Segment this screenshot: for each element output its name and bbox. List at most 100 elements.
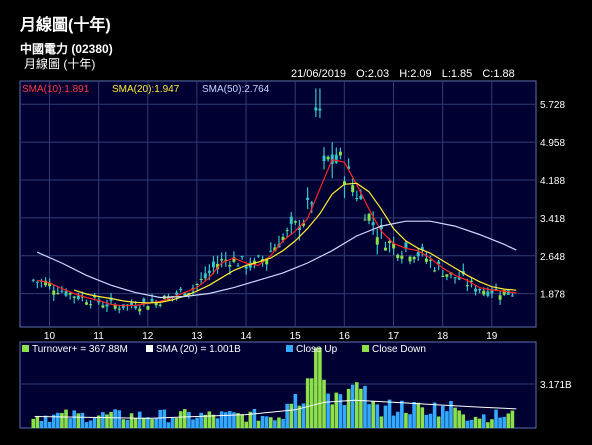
price-bar-body [48, 282, 52, 287]
volume-bar [154, 418, 158, 428]
volume-bar [35, 415, 40, 428]
volume-bar [338, 394, 343, 428]
price-bar-body [383, 247, 387, 251]
price-bar-body [457, 277, 461, 280]
ohlc-close: C:1.88 [482, 68, 515, 80]
price-bar-body [326, 156, 330, 160]
price-bar-body [93, 295, 97, 298]
price-bar-body [404, 242, 408, 249]
volume-bar [314, 347, 318, 428]
volume-bar [113, 409, 117, 428]
volume-bar [432, 402, 437, 428]
volume-bar [178, 411, 183, 428]
volume-bar [228, 411, 232, 428]
price-bar-body [285, 230, 289, 232]
y-tick-label: 2.648 [540, 252, 565, 263]
price-bar-body [138, 308, 142, 312]
volume-bar [490, 419, 494, 428]
price-bar-body [134, 306, 138, 309]
volume-bar [440, 405, 445, 428]
volume-bar [387, 399, 392, 428]
price-bar-body [469, 280, 473, 282]
price-bar-body [56, 293, 60, 295]
price-bar-body [453, 277, 457, 279]
volume-bar [391, 415, 396, 428]
volume-bar [334, 392, 339, 428]
volume-bar [187, 412, 191, 428]
volume-bar [305, 378, 310, 428]
price-bar-body [351, 185, 355, 193]
volume-bar [236, 413, 240, 428]
y-tick-label: 5.728 [540, 100, 565, 111]
price-bar-body [109, 297, 113, 301]
volume-bar [146, 417, 150, 428]
sma10-line [37, 159, 517, 307]
price-bar-body [502, 289, 506, 295]
volume-legend-2: SMA (20) = 1.001B [156, 344, 241, 355]
y-tick-label: 4.958 [540, 138, 565, 149]
price-bar-body [211, 261, 215, 268]
volume-bar [498, 417, 502, 428]
price-bar-body [465, 285, 469, 287]
volume-bar [166, 422, 171, 428]
ohlc-date: 21/06/2019 [291, 68, 347, 80]
volume-bar [219, 411, 224, 428]
volume-bar [109, 411, 113, 428]
volume-bar [408, 414, 412, 428]
price-bar-body [474, 288, 478, 292]
price-bar-body [105, 304, 109, 307]
price-bar-body [150, 298, 154, 302]
volume-bar [211, 414, 216, 428]
price-bar-body [248, 262, 252, 268]
price-panel [19, 80, 537, 328]
sma20-line [73, 182, 517, 304]
price-bar-body [166, 296, 170, 300]
price-bar-body [367, 213, 371, 221]
price-bar-body [318, 108, 322, 111]
price-bar-body [478, 289, 482, 291]
volume-bar [445, 411, 449, 428]
price-bar-body [338, 151, 342, 156]
volume-bar [39, 421, 44, 428]
volume-legend-swatch-2 [146, 345, 153, 352]
volume-bar [248, 411, 253, 428]
volume-bar [469, 419, 474, 428]
volume-bar [96, 415, 101, 428]
volume-legend-1: Turnover+ = 367.88M [32, 344, 128, 355]
x-tick-label: 15 [290, 331, 302, 342]
volume-bar [326, 393, 330, 428]
volume-legend-4: Close Down [372, 344, 426, 355]
volume-bar [473, 416, 478, 428]
sma-legend-2: SMA(20):1.947 [112, 84, 180, 95]
price-bar-body [31, 279, 35, 281]
volume-legend-swatch-3 [286, 345, 293, 352]
price-bar-body [224, 259, 228, 261]
price-bar-body [437, 261, 441, 264]
volume-bar [84, 422, 89, 428]
stock-name: 中國電力 (02380) [20, 42, 113, 56]
price-bar-body [441, 275, 445, 277]
volume-bar [416, 402, 421, 428]
x-tick-label: 10 [44, 331, 56, 342]
volume-bar [240, 414, 244, 428]
volume-bar [252, 409, 257, 428]
price-bar-body [228, 265, 232, 267]
price-bar-body [322, 155, 326, 162]
price-bar-body [281, 236, 285, 241]
volume-bar [322, 379, 326, 428]
price-bar-body [355, 198, 359, 200]
price-bar-body [52, 290, 56, 295]
price-bar-body [240, 256, 244, 258]
volume-y-tick-label: 3.171B [540, 380, 572, 391]
volume-legend-swatch-1 [22, 345, 29, 352]
price-bar-body [175, 292, 179, 295]
volume-bar [506, 413, 511, 428]
volume-bar [68, 418, 72, 428]
price-bar-body [68, 293, 72, 295]
x-tick-label: 12 [142, 331, 154, 342]
y-tick-label: 3.418 [540, 214, 565, 225]
volume-bar [371, 401, 375, 428]
y-tick-label: 4.188 [540, 176, 565, 187]
price-bar-body [76, 295, 80, 299]
price-bar-body [207, 270, 211, 273]
